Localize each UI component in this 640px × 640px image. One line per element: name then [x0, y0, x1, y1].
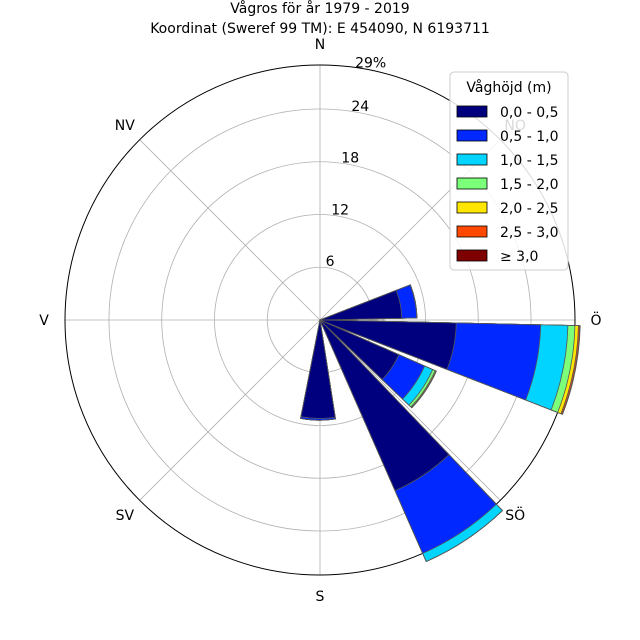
- legend: Våghöjd (m) 0,0 - 0,5 0,5 - 1,0 1,0 - 1,5 1,…: [449, 71, 569, 271]
- radial-max-label: 29%: [355, 56, 386, 72]
- sector-band: [319, 289, 403, 321]
- chart-title: Vågros för år 1979 - 2019: [230, 0, 409, 17]
- direction-label: V: [39, 313, 49, 329]
- sector-band: [300, 319, 336, 419]
- sector-bars: [300, 284, 581, 562]
- radial-tick-label: 6: [326, 254, 335, 270]
- legend-entry: 0,0 - 0,5: [500, 105, 558, 121]
- legend-swatch: [456, 153, 488, 166]
- sector-band: [319, 319, 457, 370]
- direction-label: N: [315, 37, 325, 53]
- polar-grid: [64, 64, 576, 576]
- direction-label: S: [316, 589, 325, 605]
- legend-entry: 0,5 - 1,0: [500, 129, 558, 145]
- legend-entry: 1,5 - 2,0: [500, 177, 558, 193]
- legend-swatch: [456, 105, 488, 118]
- legend-swatch: [456, 249, 488, 262]
- legend-entry: 1,0 - 1,5: [500, 153, 558, 169]
- radial-tick-label: 18: [341, 151, 359, 167]
- outer-frame: [64, 64, 576, 576]
- chart-subtitle: Koordinat (Sweref 99 TM): E 454090, N 61…: [150, 21, 490, 37]
- legend-swatch: [456, 177, 488, 190]
- radial-tick-label: 12: [331, 202, 349, 218]
- direction-label: SV: [116, 508, 135, 524]
- legend-box: [449, 71, 569, 271]
- direction-label: NV: [115, 118, 135, 134]
- legend-swatch: [456, 225, 488, 238]
- axis-labels: NNOÖSÖSSVVNV612182429%: [39, 37, 601, 605]
- sector-band: [319, 319, 400, 381]
- grid-spoke: [139, 319, 321, 501]
- grid-spoke: [139, 139, 321, 321]
- direction-label: Ö: [590, 311, 601, 329]
- legend-title: Våghöjd (m): [466, 79, 551, 96]
- legend-entry: ≥ 3,0: [500, 249, 538, 265]
- legend-entry: 2,0 - 2,5: [500, 201, 558, 217]
- sector-band: [319, 319, 450, 492]
- grid-spoke: [319, 319, 501, 501]
- legend-entry: 2,5 - 3,0: [500, 225, 558, 241]
- direction-label: SÖ: [505, 506, 525, 524]
- radial-tick-label: 24: [351, 99, 369, 115]
- legend-swatch: [456, 201, 488, 214]
- legend-swatch: [456, 129, 488, 142]
